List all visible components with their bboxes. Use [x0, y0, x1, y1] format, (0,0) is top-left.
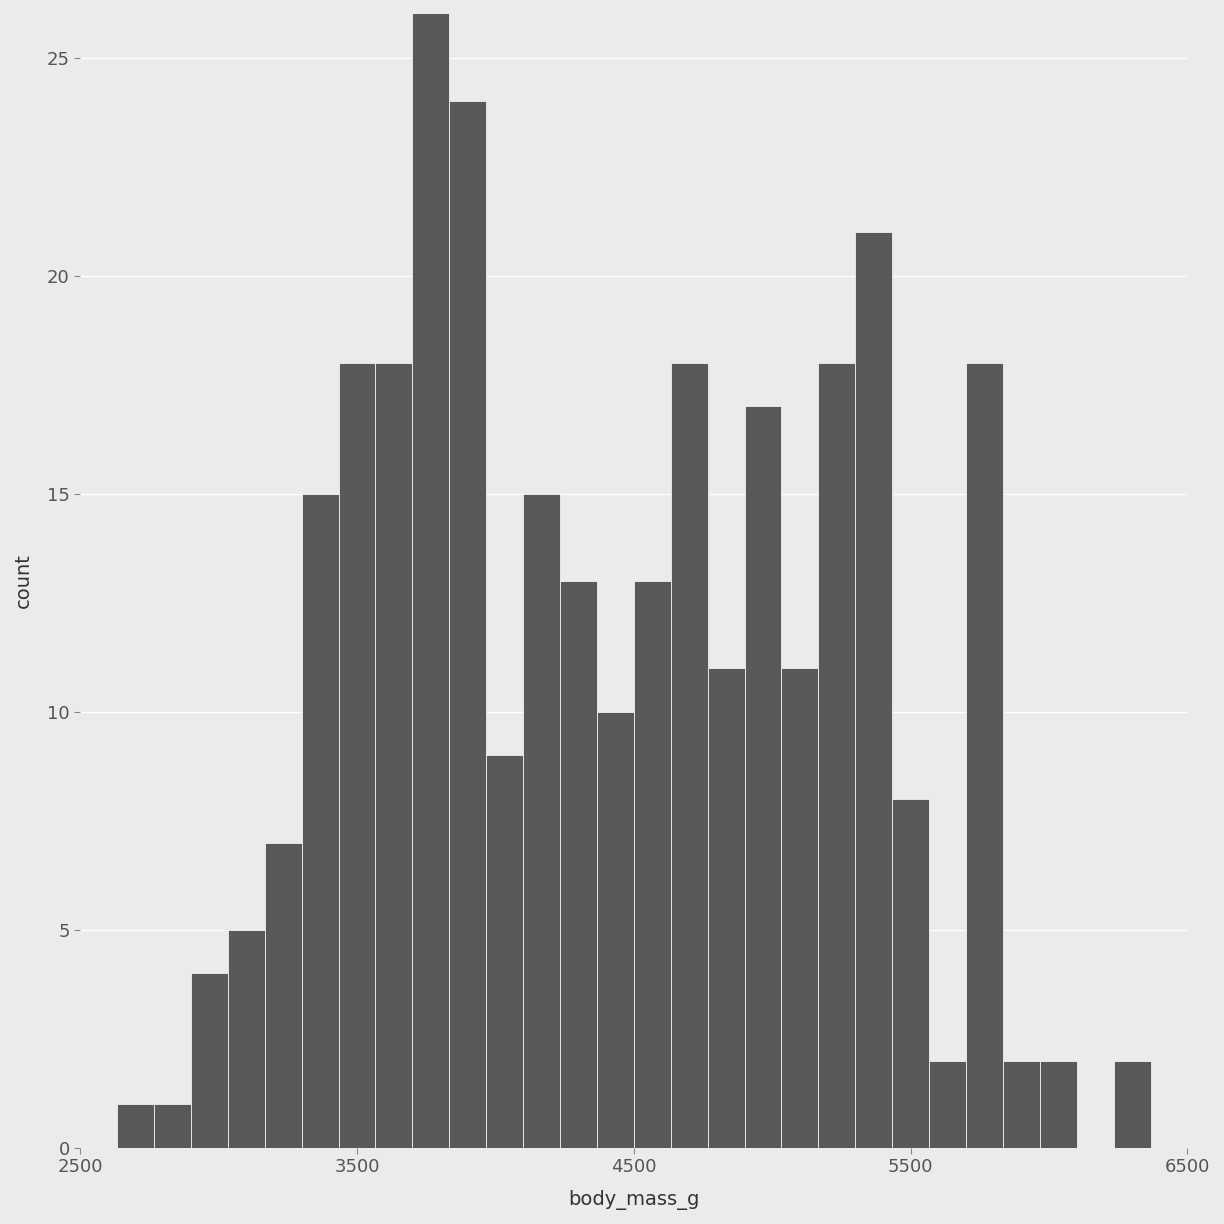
Bar [301, 493, 339, 1148]
Bar [929, 1060, 966, 1148]
Bar [1040, 1060, 1077, 1148]
Bar [966, 362, 1002, 1148]
Bar [856, 233, 892, 1148]
Bar [892, 799, 929, 1148]
Bar [561, 581, 597, 1148]
Bar [376, 362, 412, 1148]
Bar [597, 711, 634, 1148]
Bar [707, 668, 744, 1148]
Bar [486, 755, 523, 1148]
Bar [671, 362, 707, 1148]
Bar [154, 1104, 191, 1148]
Bar [523, 493, 561, 1148]
Bar [264, 842, 301, 1148]
Y-axis label: count: count [13, 553, 33, 608]
Bar [228, 930, 264, 1148]
Bar [412, 0, 449, 1148]
Bar [191, 973, 228, 1148]
Bar [634, 581, 671, 1148]
Bar [449, 102, 486, 1148]
Bar [744, 406, 781, 1148]
Bar [339, 362, 376, 1148]
Bar [1114, 1060, 1151, 1148]
Bar [819, 362, 856, 1148]
Bar [1002, 1060, 1040, 1148]
Bar [781, 668, 819, 1148]
X-axis label: body_mass_g: body_mass_g [568, 1190, 699, 1211]
Bar [118, 1104, 154, 1148]
